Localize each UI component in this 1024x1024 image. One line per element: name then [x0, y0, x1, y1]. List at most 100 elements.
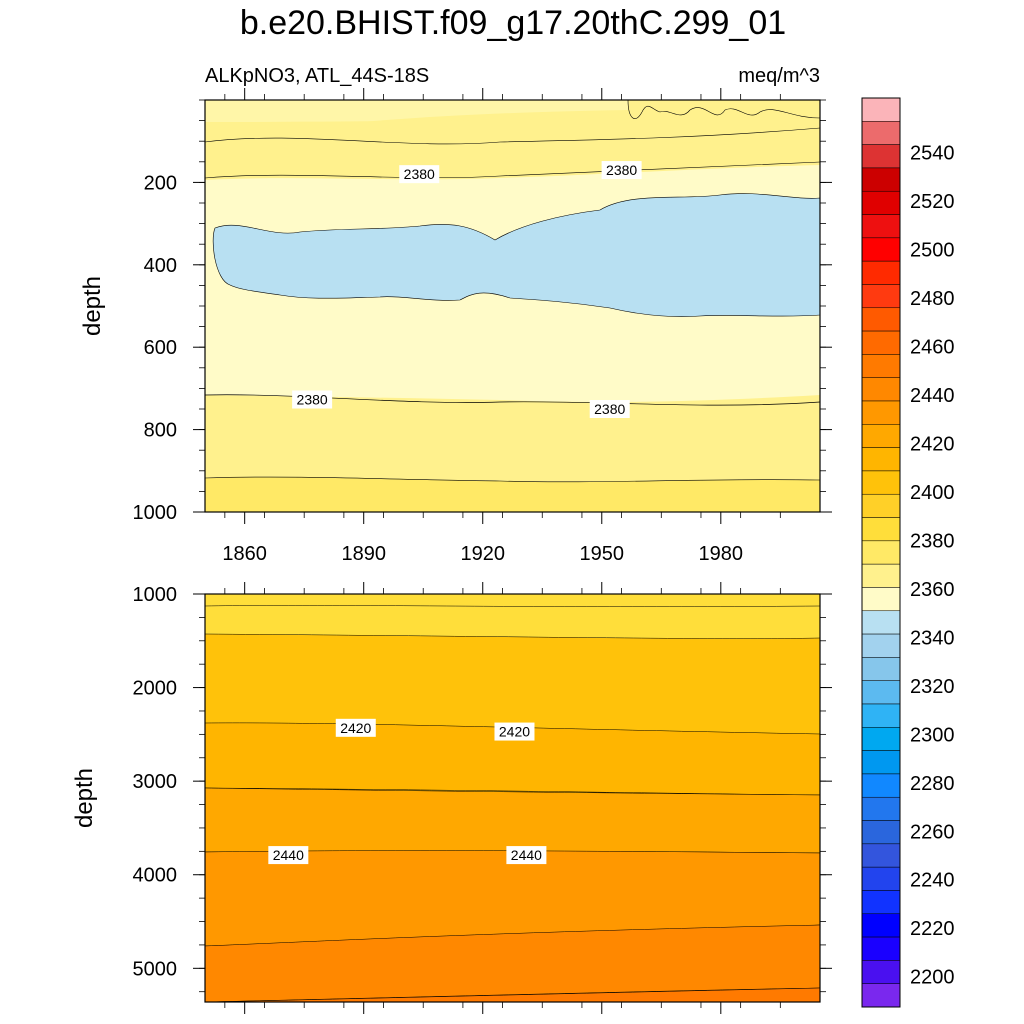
colorbar-swatch: [861, 424, 901, 448]
colorbar-label: 2240: [910, 870, 955, 892]
colorbar-swatch: [861, 587, 901, 612]
colorbar-label: 2360: [910, 579, 955, 601]
contour-label: 2440: [273, 847, 304, 863]
y-tick-label: 4000: [133, 865, 178, 887]
lower-band-3: [204, 787, 821, 854]
lower-y-axis-label: depth: [71, 768, 98, 828]
y-tick-label: 5000: [133, 958, 178, 980]
colorbar-frame: [861, 97, 901, 1008]
colorbar-swatch: [861, 284, 901, 309]
colorbar-swatch: [861, 563, 901, 588]
colorbar-swatch: [861, 796, 901, 821]
x-tick-labels: 1860 1890 1920 1950 1980: [222, 543, 743, 565]
colorbar-label: 2480: [910, 288, 955, 310]
colorbar-swatch: [861, 610, 901, 635]
colorbar-swatch: [861, 936, 901, 961]
upper-contour-labels: 2380 2380 2380 2380: [292, 161, 642, 418]
y-tick-label: 800: [144, 420, 177, 442]
variable-label: ALKpNO3, ATL_44S-18S: [205, 65, 429, 87]
colorbar-swatch: [861, 657, 901, 681]
x-tick-label: 1920: [460, 543, 505, 565]
y-tick-label: 3000: [133, 771, 178, 793]
contour-label-box: [494, 722, 535, 741]
units-label: meq/m^3: [738, 65, 820, 87]
chart-title: b.e20.BHIST.f09_g17.20thC.299_01: [240, 4, 786, 42]
colorbar-swatch: [861, 773, 901, 798]
lower-panel: 1000 2000 3000 4000 5000 2420 2420 2440 2440 de…: [71, 582, 832, 1014]
colorbar-swatch: [861, 913, 901, 938]
colorbar-swatch: [861, 377, 901, 402]
colorbar-swatch: [861, 237, 901, 262]
colorbar-swatch: [861, 983, 901, 1008]
colorbar-label: 2500: [910, 240, 955, 262]
contour-label-box: [292, 390, 333, 409]
contour-label-box: [506, 846, 547, 865]
colorbar-swatch: [861, 843, 901, 868]
colorbar-swatch: [861, 307, 901, 332]
lower-band-6: [204, 987, 821, 1003]
upper-contour-top: [204, 127, 821, 145]
colorbar-label: 2420: [910, 433, 955, 455]
colorbar-labels: 2540 2520 2500 2480 2460 2440 2420 2400 2380 2360…: [910, 143, 955, 989]
x-tick-label: 1980: [699, 543, 744, 565]
colorbar-swatch: [861, 633, 901, 658]
contour-label: 2380: [606, 162, 637, 178]
contour-label: 2420: [499, 724, 530, 740]
colorbar-label: 2200: [910, 967, 955, 989]
upper-panel: 200 400 600 800 1000 2380 2380 2380 2380 depth: [79, 88, 832, 524]
colorbar-swatch: [861, 354, 901, 378]
contour-label: 2380: [594, 401, 625, 417]
upper-surface-band: [205, 100, 628, 140]
colorbar-swatch: [861, 121, 901, 145]
x-tick-label: 1890: [341, 543, 386, 565]
colorbar-swatch: [861, 330, 901, 355]
colorbar-swatch: [861, 260, 901, 285]
upper-surface-contour: [627, 99, 821, 119]
y-tick-label: 2000: [133, 678, 178, 700]
upper-y-axis-label: depth: [79, 276, 106, 336]
colorbar-label: 2300: [910, 724, 955, 746]
colorbar-label: 2260: [910, 821, 955, 843]
x-tick-label: 1860: [222, 543, 267, 565]
lower-top-band: [205, 594, 820, 607]
y-tick-label: 200: [144, 172, 177, 194]
colorbar-swatch: [861, 167, 901, 192]
contour-label-box: [399, 165, 440, 184]
y-tick-label: 600: [144, 337, 177, 359]
x-tick-label: 1950: [580, 543, 625, 565]
contour-label: 2440: [511, 847, 542, 863]
colorbar-label: 2460: [910, 336, 955, 358]
contour-label-box: [589, 400, 630, 418]
colorbar: [861, 97, 901, 1008]
upper-bottom-band: [204, 476, 821, 513]
contour-label-box: [601, 161, 642, 180]
colorbar-label: 2520: [910, 191, 955, 213]
colorbar-swatch: [861, 866, 901, 891]
colorbar-label: 2320: [910, 676, 955, 698]
colorbar-swatch: [861, 447, 901, 472]
contour-label: 2420: [340, 720, 371, 736]
colorbar-swatch: [861, 517, 901, 542]
colorbar-swatch: [861, 190, 901, 215]
colorbar-swatch: [861, 680, 901, 705]
upper-x-ticks: [224, 88, 781, 524]
colorbar-label: 2220: [910, 918, 955, 940]
colorbar-label: 2340: [910, 627, 955, 649]
colorbar-swatch: [861, 540, 901, 565]
colorbar-swatch: [861, 890, 901, 915]
lower-band-1: [204, 605, 821, 639]
colorbar-swatch: [861, 820, 901, 845]
y-tick-label: 400: [144, 255, 177, 277]
colorbar-swatch: [861, 214, 901, 239]
colorbar-label: 2400: [910, 482, 955, 504]
contour-label: 2380: [297, 392, 328, 408]
colorbar-swatch: [861, 144, 901, 169]
upper-blue-region: [212, 193, 821, 317]
contour-label-box: [335, 718, 376, 737]
colorbar-label: 2440: [910, 385, 955, 407]
contour-label-box: [268, 846, 309, 865]
colorbar-swatch: [861, 470, 901, 495]
y-tick-label: 1000: [133, 502, 178, 524]
colorbar-label: 2280: [910, 773, 955, 795]
